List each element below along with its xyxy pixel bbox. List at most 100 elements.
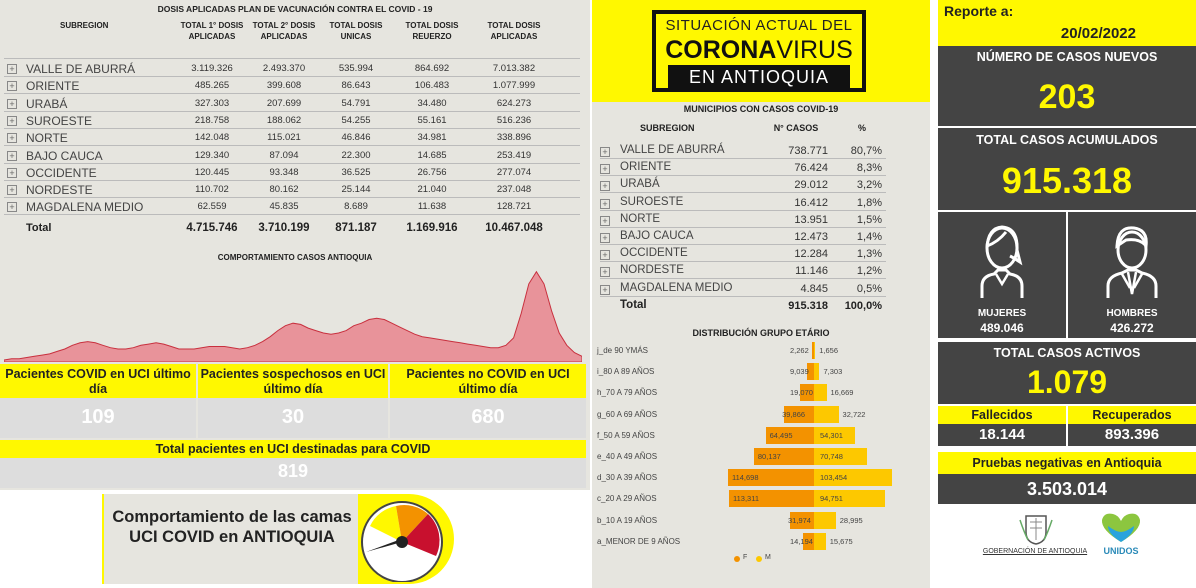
col-header-second-dose: TOTAL 2° DOSIS APLICADAS	[252, 21, 316, 41]
municipio-row[interactable]: + VALLE DE ABURRÁ 738.771 80,7%	[592, 142, 930, 159]
age-label-female: 113,311	[733, 494, 760, 504]
age-group-label: e_40 A 49 AÑOS	[597, 452, 658, 461]
age-group-label: a_MENOR DE 9 AÑOS	[597, 536, 681, 546]
vaccination-row[interactable]: + MAGDALENA MEDIO 62.559 45.835 8.689 11.638 1…	[0, 198, 580, 216]
vaccination-row[interactable]: + OCCIDENTE 120.445 93.348 36.525 26.756 277.0…	[0, 164, 580, 181]
age-bar-male[interactable]	[814, 448, 868, 465]
municipio-row-pct: 0,5%	[856, 282, 882, 295]
header-line-2: CORONAVIRUS	[652, 37, 866, 63]
municipio-row-pct: 80,7%	[850, 145, 882, 157]
municipio-row-cases: 13.951	[794, 213, 828, 226]
municipio-row[interactable]: + MAGDALENA MEDIO 4.845 0,5%	[592, 280, 930, 297]
age-bar-male[interactable]	[814, 405, 839, 423]
age-bar-female[interactable]	[729, 490, 814, 508]
women-value: 489.046	[980, 321, 1024, 335]
age-label-male: 1,656	[819, 346, 839, 355]
expand-icon[interactable]: +	[7, 150, 17, 161]
vaccination-row-name: MAGDALENA MEDIO	[26, 200, 144, 215]
age-label-female: 2,262	[790, 346, 809, 355]
vaccination-row[interactable]: + NORTE 142.048 115.021 46.846 34.981 338.896	[0, 129, 580, 147]
municipio-row[interactable]: + NORDESTE 11.146 1,2%	[592, 262, 930, 280]
report-box	[938, 0, 1196, 22]
age-group-label: f_50 A 59 AÑOS	[597, 430, 655, 440]
expand-icon[interactable]: +	[7, 98, 17, 109]
municipio-row-cases: 29.012	[794, 179, 828, 192]
age-bar-male[interactable]	[814, 490, 886, 508]
age-bar-male[interactable]	[814, 469, 892, 487]
expand-icon[interactable]: +	[600, 164, 610, 175]
vaccination-cell-d1: 218.758	[194, 114, 230, 126]
vaccination-cell-dr: 11.638	[417, 201, 447, 213]
men-label: HOMBRES	[1106, 308, 1158, 319]
vaccination-row[interactable]: + BAJO CAUCA 129.340 87.094 22.300 14.685 253.…	[0, 147, 580, 164]
age-bar-female[interactable]	[803, 532, 814, 550]
municipio-row[interactable]: + NORTE 13.951 1,5%	[592, 211, 930, 228]
age-bar-male[interactable]	[814, 384, 827, 402]
municipio-row[interactable]: + BAJO CAUCA 12.473 1,4%	[592, 228, 930, 245]
municipio-row-cases: 12.473	[794, 231, 828, 243]
man-icon	[1106, 226, 1158, 298]
vaccination-cell-dt: 7.013.382	[492, 63, 536, 74]
vaccination-cell-dr: 21.040	[417, 184, 447, 196]
age-bar-male[interactable]	[814, 426, 855, 444]
age-bar-female[interactable]	[812, 342, 814, 359]
age-bar-male[interactable]	[814, 363, 820, 381]
vaccination-cell-du: 25.144	[341, 184, 371, 196]
expand-icon[interactable]: +	[600, 198, 610, 209]
municipio-row[interactable]: + SUROESTE 16.412 1,8%	[592, 194, 930, 211]
vaccination-cell-d1: 142.048	[194, 132, 230, 144]
age-label-male: 54,301	[820, 430, 843, 440]
age-bar-male[interactable]	[814, 342, 816, 359]
municipio-row[interactable]: + OCCIDENTE 12.284 1,3%	[592, 245, 930, 263]
age-bar-male[interactable]	[814, 532, 826, 550]
vaccination-row-name: OCCIDENTE	[26, 165, 97, 180]
vaccination-row[interactable]: + ORIENTE 485.265 399.608 86.643 106.483 1.077…	[0, 77, 580, 95]
vaccination-row[interactable]: + SUROESTE 218.758 188.062 54.255 55.161 516.2…	[0, 112, 580, 129]
expand-icon[interactable]: +	[7, 202, 17, 213]
expand-icon[interactable]: +	[7, 64, 17, 74]
age-bar-female[interactable]	[753, 448, 814, 465]
expand-icon[interactable]: +	[7, 185, 17, 196]
municipio-row[interactable]: + ORIENTE 76.424 8,3%	[592, 159, 930, 177]
vaccination-cell-du: 54.791	[341, 97, 371, 109]
age-bar-male[interactable]	[814, 511, 836, 529]
expand-icon[interactable]: +	[600, 215, 610, 226]
expand-icon[interactable]: +	[600, 181, 610, 192]
age-bar-female[interactable]	[727, 469, 814, 487]
expand-icon[interactable]: +	[600, 284, 610, 295]
vaccination-row-name: SUROESTE	[26, 113, 93, 128]
woman-icon	[980, 225, 1024, 298]
vaccination-row-name: NORTE	[26, 131, 68, 146]
expand-icon[interactable]: +	[600, 267, 610, 278]
vaccination-row[interactable]: + VALLE DE ABURRÁ 3.119.326 2.493.370 535.99…	[0, 60, 580, 77]
expand-icon[interactable]: +	[600, 250, 610, 261]
vaccination-cell-dr: 106.483	[414, 80, 450, 92]
age-bar-female[interactable]	[790, 511, 814, 529]
expand-icon[interactable]: +	[7, 167, 17, 178]
vaccination-row[interactable]: + URABÁ 327.303 207.699 54.791 34.480 624.273	[0, 95, 580, 112]
uci-non-covid-box	[390, 398, 586, 438]
vaccination-row[interactable]: + NORDESTE 110.702 80.162 25.144 21.040 237.04…	[0, 181, 580, 199]
municipio-row[interactable]: + URABÁ 29.012 3,2%	[592, 176, 930, 194]
municipio-row-pct: 1,8%	[856, 196, 882, 209]
cases-chart-title: COMPORTAMIENTO CASOS ANTIOQUIA	[217, 253, 373, 262]
municipio-row-name: URABÁ	[620, 178, 660, 191]
expand-icon[interactable]: +	[7, 115, 17, 126]
age-bar-female[interactable]	[765, 426, 814, 444]
expand-icon[interactable]: +	[7, 81, 17, 92]
age-bar-female[interactable]	[799, 384, 814, 402]
expand-icon[interactable]: +	[600, 147, 610, 157]
expand-icon[interactable]: +	[600, 233, 610, 243]
age-group-label: h_70 A 79 AÑOS	[597, 388, 658, 398]
age-bar-female[interactable]	[807, 363, 814, 381]
age-bar-female[interactable]	[784, 405, 814, 423]
vaccination-cell-dt: 277.074	[496, 166, 532, 178]
vaccination-total-d2: 3.710.199	[258, 221, 310, 234]
deaths-label: Fallecidos	[938, 406, 1066, 424]
vaccination-cell-du: 36.525	[341, 166, 371, 178]
expand-icon[interactable]: +	[7, 133, 17, 144]
municipios-total-row: Total 915.318 100,0%	[592, 297, 930, 314]
age-label-female: 39,866	[782, 409, 806, 419]
active-label: TOTAL CASOS ACTIVOS	[993, 346, 1141, 360]
uci-suspected-value: 30	[281, 406, 305, 428]
